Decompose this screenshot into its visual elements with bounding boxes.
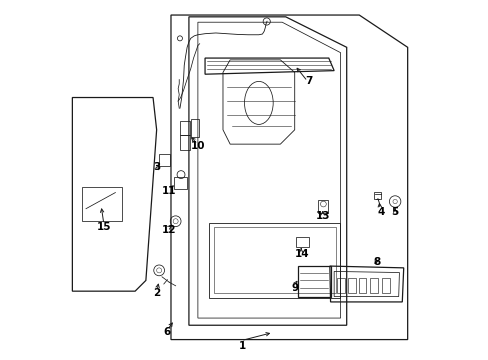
Bar (358, 278, 366, 293)
Bar (82, 187, 122, 221)
Bar (318, 200, 328, 213)
Text: 4: 4 (376, 207, 384, 217)
Text: 9: 9 (290, 283, 298, 293)
Bar (369, 278, 377, 293)
Text: 13: 13 (316, 211, 330, 221)
Bar (174, 177, 187, 189)
Text: 3: 3 (153, 162, 160, 172)
Text: 1: 1 (239, 341, 246, 351)
Bar (347, 278, 355, 293)
Bar (381, 278, 389, 293)
Bar (180, 121, 190, 135)
Text: 10: 10 (190, 141, 204, 151)
Bar (336, 278, 344, 293)
Text: 5: 5 (391, 207, 398, 217)
Text: 11: 11 (162, 186, 176, 196)
Text: 14: 14 (294, 248, 308, 258)
Text: 7: 7 (305, 76, 312, 86)
Text: 15: 15 (97, 222, 111, 231)
Bar (190, 119, 198, 137)
Text: 2: 2 (153, 288, 160, 298)
Text: 12: 12 (162, 225, 176, 235)
Bar (296, 237, 308, 247)
Bar (159, 154, 169, 166)
Text: 8: 8 (373, 257, 380, 267)
Text: 6: 6 (163, 327, 171, 337)
Bar (373, 192, 381, 199)
Bar (180, 135, 190, 149)
